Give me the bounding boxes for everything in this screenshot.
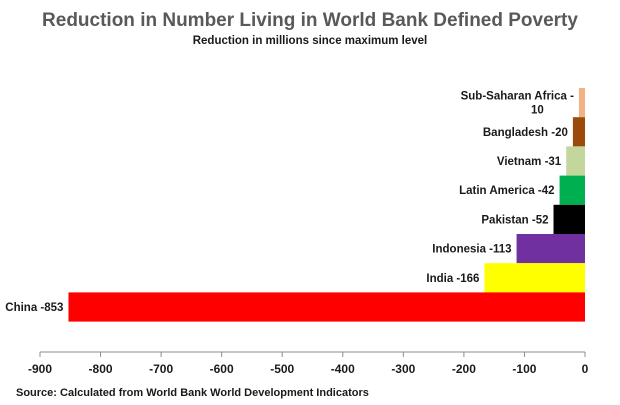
bar-label: Pakistan -52 [481, 214, 548, 226]
bar-label: India -166 [426, 273, 479, 285]
bar-bangladesh [572, 117, 585, 147]
bar-label: Vietnam -31 [497, 156, 562, 168]
bar-label: Latin America -42 [459, 185, 554, 197]
bar-labels-group: Sub-Saharan Africa - 10 Bangladesh -20 Viet… [5, 91, 574, 314]
x-tick-label: -200 [452, 362, 476, 376]
bar-label: China -853 [5, 302, 63, 314]
x-tick-label: -500 [270, 362, 294, 376]
bar-latin-america [559, 175, 585, 205]
chart-title: Reduction in Number Living in World Bank… [42, 10, 578, 31]
x-tick-label: -400 [331, 362, 355, 376]
bars-group [68, 88, 585, 322]
bar-indonesia [516, 234, 585, 264]
x-tick-label: -900 [28, 362, 52, 376]
bar-pakistan [553, 204, 585, 234]
x-tick-label: -600 [210, 362, 234, 376]
bar-china [68, 292, 585, 322]
x-tick-label: -100 [512, 362, 536, 376]
bar-label: Sub-Saharan Africa - [461, 91, 574, 103]
x-tick-label: 0 [582, 362, 589, 376]
chart-subtitle: Reduction in millions since maximum leve… [193, 35, 428, 47]
x-axis-ticks: -900 -800 -700 -600 -500 -400 -300 -200 -100 0 [28, 352, 589, 376]
x-tick-label: -300 [391, 362, 415, 376]
x-tick-label: -700 [149, 362, 173, 376]
x-tick-label: -800 [89, 362, 113, 376]
bar-vietnam [566, 146, 585, 176]
bar-label: Indonesia -113 [432, 244, 511, 256]
source-note: Source: Calculated from World Bank World… [16, 387, 369, 399]
bar-label: Bangladesh -20 [483, 127, 568, 139]
bar-sub-saharan-africa [578, 88, 585, 118]
bar-india [484, 263, 585, 293]
bar-label: 10 [531, 105, 544, 117]
